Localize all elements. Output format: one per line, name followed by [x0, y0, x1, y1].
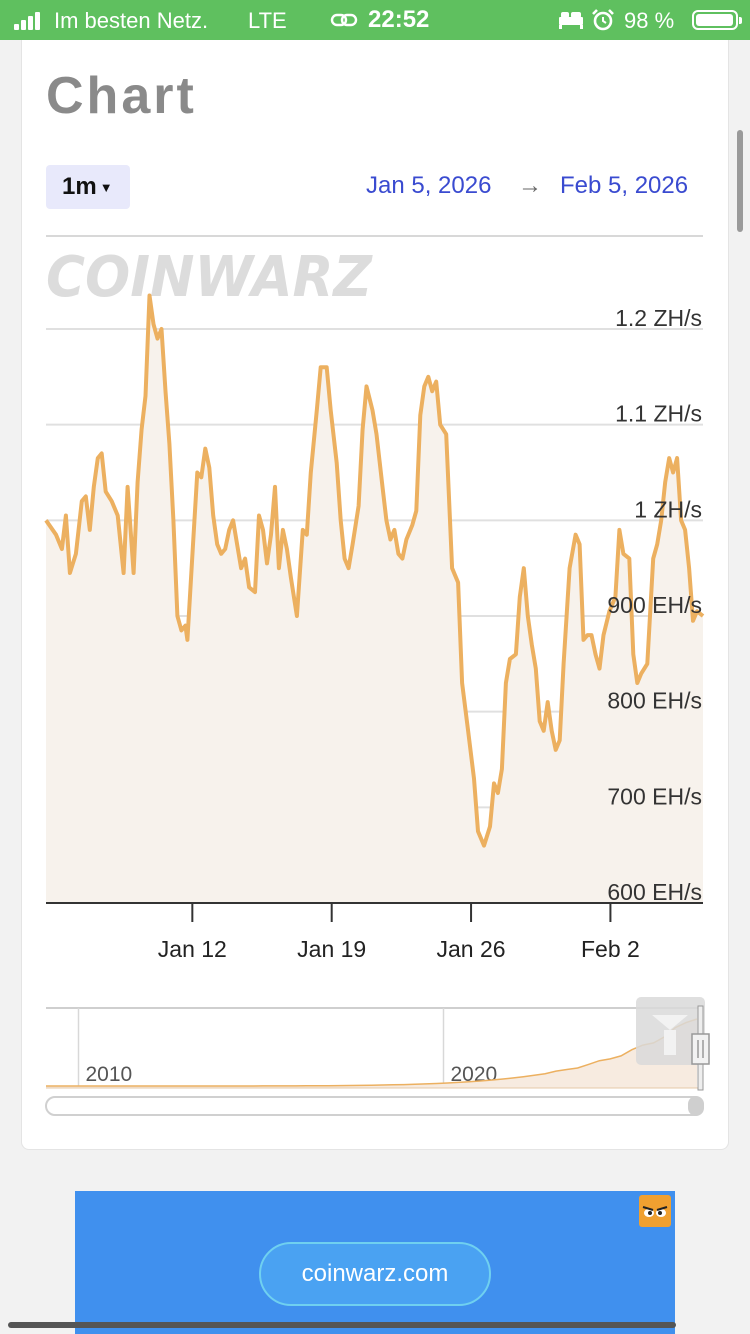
- clock: 22:52: [368, 6, 430, 33]
- status-bar: Im besten Netz. LTE 22:52 98 %: [0, 0, 750, 40]
- y-tick-label: 600 EH/s: [607, 879, 702, 905]
- link-icon: [330, 13, 358, 27]
- battery-icon: [692, 10, 742, 30]
- page-title: Chart: [46, 67, 197, 125]
- x-tick-label: Jan 19: [297, 936, 366, 962]
- ad-link-button[interactable]: coinwarz.com: [259, 1242, 491, 1306]
- y-tick-label: 800 EH/s: [607, 688, 702, 714]
- date-from-link[interactable]: Jan 5, 2026: [366, 172, 492, 199]
- navigator-year-label: 2010: [86, 1063, 133, 1086]
- scrollbar-thumb[interactable]: [688, 1096, 704, 1116]
- arrow-right-icon: →: [518, 172, 542, 199]
- x-tick-label: Feb 2: [581, 936, 640, 962]
- y-tick-label: 700 EH/s: [607, 783, 702, 809]
- y-tick-label: 1.2 ZH/s: [615, 305, 702, 331]
- page-scroll-indicator: [737, 130, 743, 232]
- handle-grip: [691, 1033, 710, 1065]
- watermark-text: COINWARZ: [46, 245, 373, 310]
- signal-icon: [14, 12, 44, 30]
- alarm-icon: [592, 9, 614, 31]
- reset-zoom-icon: [652, 1015, 688, 1055]
- y-tick-label: 900 EH/s: [607, 592, 702, 618]
- series-line-hashrate[interactable]: [44, 293, 705, 848]
- network-type: LTE: [248, 8, 287, 33]
- range-selector-label: 1m: [62, 173, 97, 200]
- y-tick-label: 1 ZH/s: [634, 496, 702, 522]
- carrier-label: Im besten Netz.: [54, 8, 209, 33]
- home-indicator: [8, 1322, 676, 1328]
- x-tick-label: Jan 12: [158, 936, 227, 962]
- bed-icon: [559, 12, 583, 29]
- ad-banner[interactable]: coinwarz.com: [75, 1191, 675, 1334]
- navigator-handle[interactable]: [691, 1005, 710, 1091]
- series-area-fill: [46, 295, 703, 903]
- navigator-line: [46, 1018, 698, 1087]
- navigator-area: [46, 1019, 697, 1088]
- y-tick-label: 1.1 ZH/s: [615, 401, 702, 427]
- coinwarz-watermark: COINWARZ: [46, 245, 373, 310]
- date-to-link[interactable]: Feb 5, 2026: [560, 172, 689, 199]
- caret-down-icon: ▼: [99, 179, 113, 195]
- navigator-scrollbar[interactable]: [45, 1096, 704, 1116]
- range-selector-button[interactable]: 1m ▼: [46, 165, 130, 209]
- x-tick-label: Jan 26: [437, 936, 506, 962]
- ad-mascot-icon: [639, 1195, 671, 1227]
- battery-percent: 98 %: [624, 8, 675, 33]
- reset-zoom-button[interactable]: [636, 997, 705, 1065]
